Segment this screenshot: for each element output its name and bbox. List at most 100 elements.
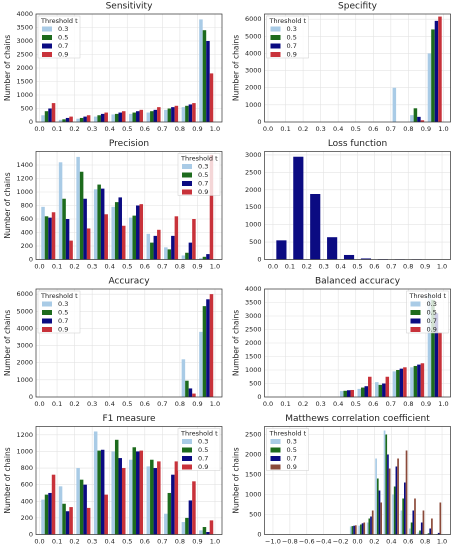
y-tick-label: 6000 — [16, 290, 33, 298]
bar — [420, 522, 423, 535]
y-tick-label: 1400 — [16, 161, 33, 169]
legend-label: 0.5 — [427, 309, 437, 317]
bar — [62, 119, 66, 122]
bar — [139, 204, 144, 260]
legend-label: 0.3 — [427, 300, 437, 308]
bar — [404, 482, 406, 535]
legend-label: 0.5 — [198, 171, 208, 179]
bar — [293, 156, 304, 260]
bar — [79, 479, 84, 535]
y-tick-label: 400 — [21, 229, 33, 237]
y-tick-label: 3000 — [245, 151, 262, 159]
y-tick-label: 5000 — [16, 307, 33, 315]
y-axis-label: Number of chains — [232, 447, 241, 513]
plot-frame — [264, 13, 451, 123]
legend-label: 0.5 — [287, 34, 297, 42]
bar — [354, 525, 357, 535]
x-tick-label: −0.6 — [299, 538, 315, 546]
bar — [420, 363, 425, 397]
y-tick-label: 4000 — [245, 49, 262, 57]
y-axis-label: Number of chains — [3, 172, 12, 238]
legend-label: 0.9 — [427, 326, 437, 334]
bar — [62, 503, 66, 535]
bar — [413, 365, 418, 397]
x-tick-label: 0.3 — [87, 538, 97, 546]
bar — [139, 109, 144, 122]
bar — [157, 229, 161, 260]
bar — [376, 478, 379, 535]
legend-label: 0.9 — [287, 463, 297, 471]
bar — [69, 240, 73, 260]
y-tick-label: 1500 — [245, 353, 262, 361]
bar — [350, 389, 354, 397]
bar — [157, 107, 161, 122]
bar — [380, 502, 383, 535]
x-tick-label: 0.0 — [34, 125, 44, 133]
y-tick-label: 0 — [29, 118, 33, 126]
bar — [410, 522, 413, 535]
bar — [431, 29, 435, 122]
y-tick-label: 1000 — [16, 91, 33, 99]
bar — [93, 189, 98, 260]
bar — [417, 116, 421, 122]
bar — [188, 500, 193, 535]
bar — [185, 105, 189, 122]
x-tick-label: 0.4 — [333, 125, 343, 133]
x-tick-label: 0.4 — [335, 263, 345, 271]
y-tick-label: 0 — [29, 393, 33, 401]
bar — [420, 120, 425, 122]
bar — [111, 114, 115, 122]
bar — [146, 466, 151, 535]
legend-swatch — [182, 172, 192, 178]
bar — [86, 507, 91, 535]
x-tick-label: 0.6 — [369, 263, 379, 271]
bar — [132, 215, 137, 260]
bar — [206, 299, 210, 397]
x-tick-label: 0.2 — [69, 538, 79, 546]
y-axis-label: Number of chains — [3, 35, 12, 101]
legend-swatch — [410, 301, 421, 307]
bar — [209, 154, 214, 260]
legend-title: Threshold t — [269, 17, 307, 25]
x-tick-label: 0.4 — [105, 400, 115, 408]
x-tick-label: 0.1 — [52, 538, 62, 546]
y-axis-label: Number of chains — [3, 447, 12, 513]
bar — [209, 294, 214, 397]
bar — [202, 527, 207, 535]
bar — [136, 111, 140, 122]
x-tick-label: 0.3 — [315, 400, 325, 408]
x-tick-label: 0.2 — [69, 125, 79, 133]
bar — [357, 388, 362, 397]
x-tick-label: 0.4 — [386, 538, 396, 546]
y-axis-label: Number of chains — [3, 310, 12, 376]
x-tick-label: 0.3 — [315, 125, 325, 133]
x-tick-label: 0.7 — [157, 538, 167, 546]
bar — [375, 382, 379, 397]
legend-label: 0.7 — [427, 317, 437, 325]
chart-title: Balanced accuracy — [315, 277, 401, 287]
bar — [100, 449, 105, 535]
y-tick-label: 400 — [21, 497, 33, 505]
y-tick-label: 2000 — [245, 339, 262, 347]
bar — [206, 532, 210, 535]
bar — [409, 528, 411, 535]
plot-frame — [35, 151, 223, 260]
bar — [395, 466, 398, 535]
bar — [58, 162, 63, 260]
bar — [100, 113, 105, 122]
bar — [192, 219, 196, 260]
x-tick-label: 0.7 — [157, 263, 167, 271]
y-tick-label: 3000 — [16, 342, 33, 350]
bar — [93, 431, 98, 535]
bar — [427, 53, 432, 122]
y-tick-label: 800 — [21, 202, 33, 210]
bar — [114, 439, 119, 535]
y-tick-label: 3500 — [16, 24, 33, 32]
legend-label: 0.3 — [198, 438, 208, 446]
x-tick-label: 0.6 — [368, 400, 378, 408]
bar — [65, 511, 70, 535]
bar — [363, 522, 366, 535]
chart-title: Specifity — [338, 2, 378, 12]
y-tick-label: 3500 — [245, 299, 262, 307]
